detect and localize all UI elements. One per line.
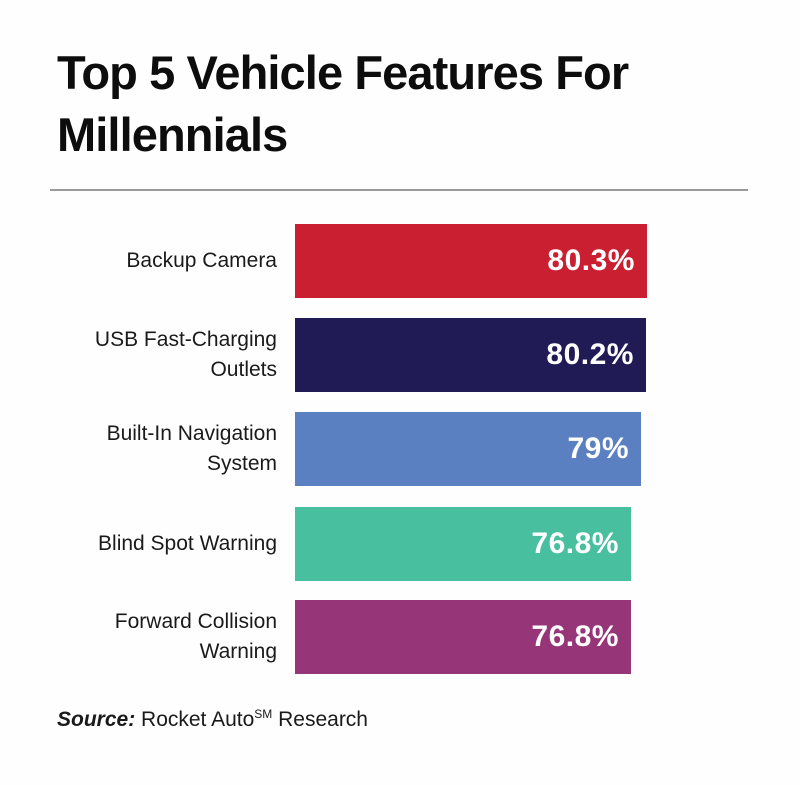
category-label: Blind Spot Warning — [37, 529, 277, 559]
chart-title-line-2: Millennials — [57, 108, 288, 161]
category-label: Forward Collision Warning — [37, 607, 277, 667]
bar-value-label: 76.8% — [531, 620, 619, 653]
bar: 76.8% — [295, 507, 631, 581]
category-label-line: Forward Collision — [114, 610, 277, 633]
bar-value-label: 80.2% — [546, 338, 634, 371]
category-label-line: Backup Camera — [126, 249, 277, 272]
chart-title-line-1: Top 5 Vehicle Features For — [57, 46, 629, 99]
bar-value-label: 76.8% — [531, 527, 619, 560]
source-note: Source: Rocket AutoSM Research — [57, 707, 368, 732]
category-label-line: Outlets — [210, 358, 277, 381]
category-label-line: USB Fast-Charging — [94, 328, 277, 351]
bar: 80.2% — [295, 318, 646, 392]
bar: 76.8% — [295, 600, 631, 674]
bar: 80.3% — [295, 224, 647, 298]
source-suffix: Research — [278, 708, 368, 731]
category-label: Backup Camera — [37, 246, 277, 276]
category-label: Built-In Navigation System — [37, 419, 277, 479]
category-label-line: Built-In Navigation — [106, 422, 277, 445]
category-label-line: Warning — [199, 640, 277, 663]
category-label-line: System — [206, 452, 277, 475]
source-name: Rocket Auto — [141, 708, 255, 731]
category-label: USB Fast-Charging Outlets — [37, 325, 277, 385]
chart-title: Top 5 Vehicle Features For Millennials — [57, 42, 757, 166]
source-prefix: Source: — [57, 708, 136, 731]
bar-value-label: 79% — [567, 432, 629, 465]
category-label-line: Blind Spot Warning — [98, 532, 277, 555]
bar: 79% — [295, 412, 641, 486]
title-divider — [50, 189, 748, 191]
bar-value-label: 80.3% — [547, 244, 635, 277]
service-mark: SM — [254, 707, 273, 721]
